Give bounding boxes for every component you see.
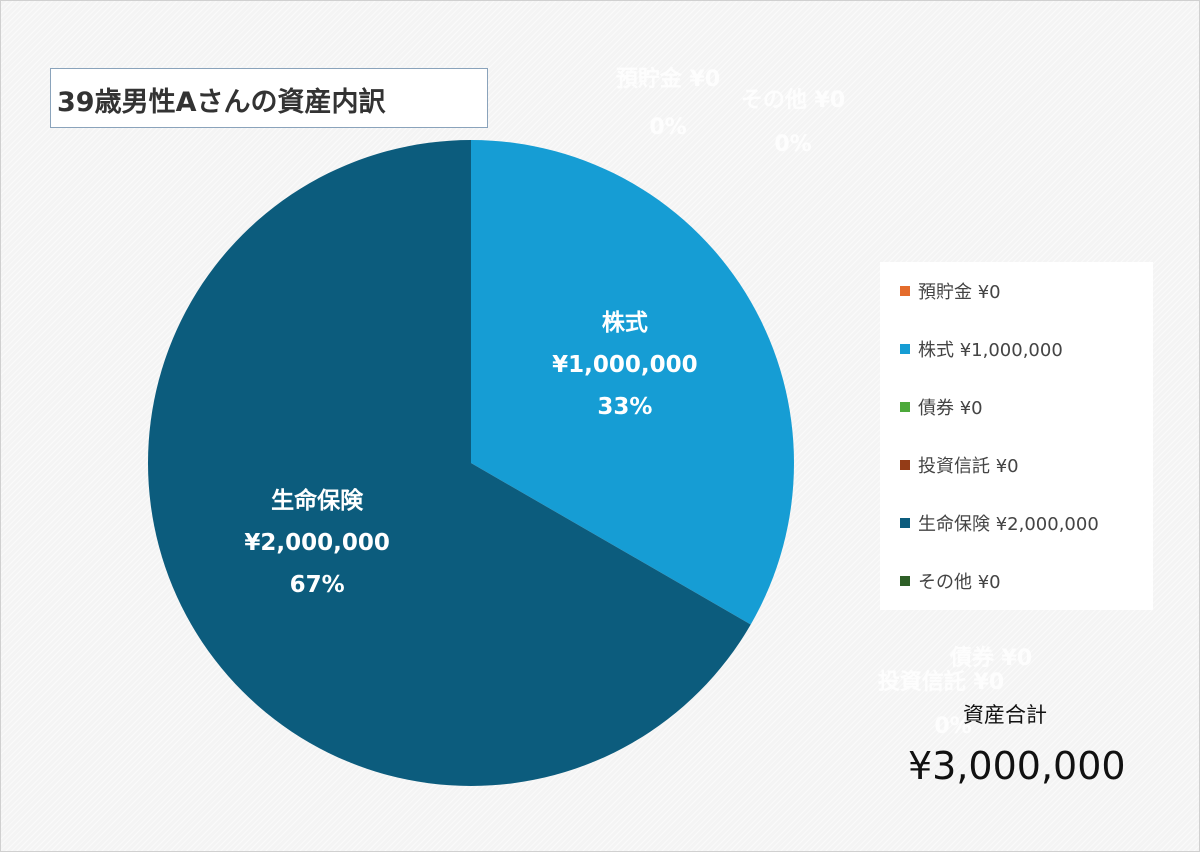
slice-label-1-0: 株式	[602, 310, 648, 336]
legend-item-4: 生命保険 ¥2,000,000	[900, 508, 1099, 538]
legend-item-2: 債券 ¥0	[900, 392, 983, 422]
total-value: ¥3,000,000	[908, 744, 1126, 788]
slice-label-4-2: 67%	[290, 572, 345, 598]
legend-item-1: 株式 ¥1,000,000	[900, 334, 1063, 364]
slice-label-4-1: ¥2,000,000	[244, 530, 390, 556]
slice-label-4-0: 生命保険	[271, 487, 364, 514]
legend-label-4: 生命保険 ¥2,000,000	[918, 514, 1099, 535]
legend-label-5: その他 ¥0	[918, 572, 1001, 593]
pie-slice-1	[471, 140, 794, 625]
legend-label-1: 株式 ¥1,000,000	[918, 340, 1063, 361]
legend-item-0: 預貯金 ¥0	[900, 276, 1001, 306]
stray-zero-label-6: 0%	[934, 714, 971, 739]
legend-swatch-5	[900, 576, 910, 586]
stray-zero-label-4: 債券 ¥0	[949, 645, 1032, 671]
chart-title: 39歳男性Aさんの資産内訳	[57, 87, 386, 118]
legend-item-3: 投資信託 ¥0	[900, 450, 1019, 480]
legend-label-2: 債券 ¥0	[918, 398, 983, 419]
stray-zero-label-3: 0%	[774, 132, 811, 157]
stray-zero-label-2: その他 ¥0	[741, 88, 845, 113]
legend-swatch-1	[900, 344, 910, 354]
total-label: 資産合計	[963, 703, 1047, 727]
pie-slice-4	[147, 140, 751, 786]
legend-label-0: 預貯金 ¥0	[918, 282, 1001, 303]
legend: 預貯金 ¥0 株式 ¥1,000,000 債券 ¥0 投資信託 ¥0 生命保険 ¥2,0…	[880, 262, 1153, 610]
slice-label-1-2: 33%	[597, 394, 652, 420]
slice-label-1-1: ¥1,000,000	[552, 352, 698, 378]
legend-label-3: 投資信託 ¥0	[918, 456, 1019, 477]
legend-swatch-0	[900, 286, 910, 296]
stray-zero-label-5: 投資信託 ¥0	[878, 669, 1004, 695]
legend-item-5: その他 ¥0	[900, 566, 1001, 596]
stray-zero-label-1: 0%	[649, 115, 686, 140]
legend-swatch-3	[900, 460, 910, 470]
chart-title-box: 39歳男性Aさんの資産内訳	[50, 68, 488, 128]
stray-zero-label-0: 預貯金 ¥0	[616, 66, 720, 92]
legend-swatch-4	[900, 518, 910, 528]
legend-swatch-2	[900, 402, 910, 412]
